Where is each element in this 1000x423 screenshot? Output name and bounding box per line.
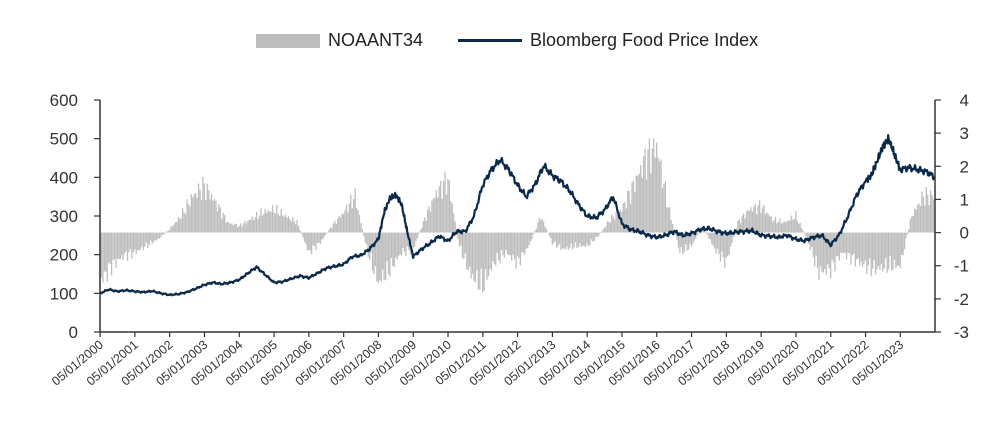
right-tick-label: 0 — [960, 224, 969, 243]
left-tick-label: 600 — [50, 91, 78, 110]
right-tick-label: -2 — [954, 290, 969, 309]
legend-item-food-price-index: Bloomberg Food Price Index — [458, 30, 758, 51]
left-tick-label: 500 — [50, 130, 78, 149]
right-tick-label: 4 — [960, 91, 969, 110]
left-tick-label: 400 — [50, 168, 78, 187]
legend-swatch-bar — [256, 33, 320, 48]
legend-swatch-line — [458, 39, 522, 42]
right-tick-label: -3 — [954, 323, 969, 342]
left-tick-label: 0 — [69, 323, 78, 342]
legend-label-food-price-index: Bloomberg Food Price Index — [530, 30, 759, 50]
left-tick-label: 300 — [50, 207, 78, 226]
right-tick-label: 1 — [960, 190, 969, 209]
right-tick-label: 2 — [960, 157, 969, 176]
left-tick-label: 200 — [50, 246, 78, 265]
right-tick-label: 3 — [960, 124, 969, 143]
right-tick-label: -1 — [954, 257, 969, 276]
legend-item-noaant34: NOAANT34 — [256, 30, 423, 51]
noaant34-bars — [99, 138, 935, 293]
legend: NOAANT34 Bloomberg Food Price Index — [0, 30, 1000, 60]
food-price-index-line — [99, 134, 936, 297]
left-tick-label: 100 — [50, 284, 78, 303]
legend-label-noaant34: NOAANT34 — [328, 30, 424, 50]
